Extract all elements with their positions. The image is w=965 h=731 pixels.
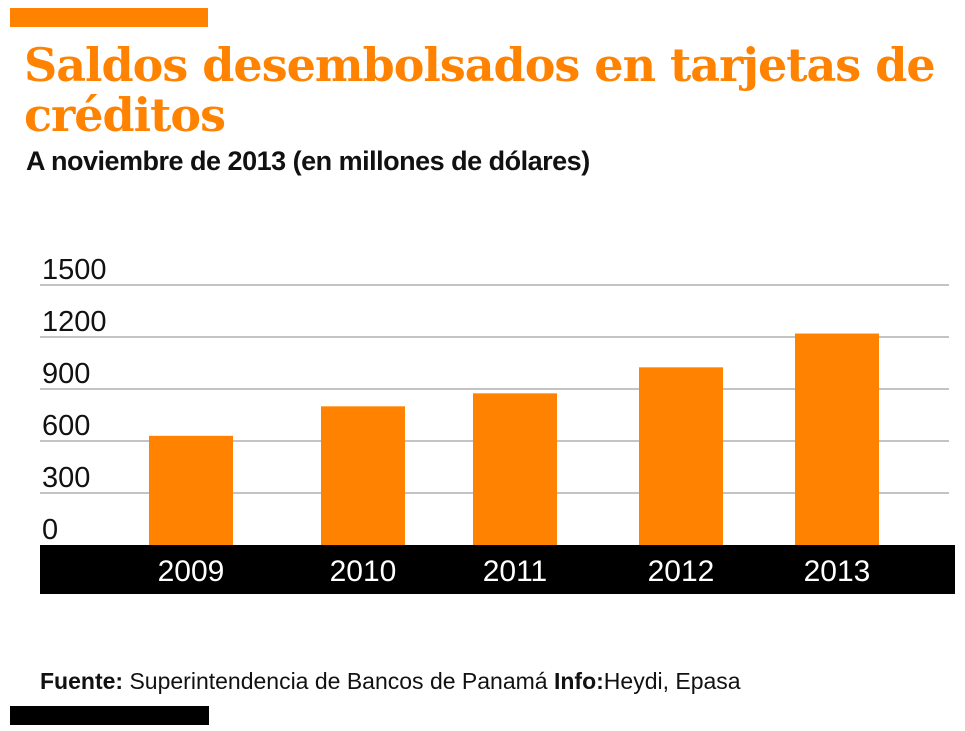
x-tick-label: 2012 [648,555,715,588]
x-tick-label: 2011 [483,555,548,588]
source-line: Fuente: Superintendencia de Bancos de Pa… [40,668,741,695]
y-tick-label: 900 [42,358,90,390]
source-label: Fuente: [40,668,124,694]
bar [321,406,405,545]
bar [795,333,879,545]
source-text: Superintendencia de Bancos de Panamá [129,668,548,694]
bar [473,393,557,545]
bar [639,367,723,545]
y-tick-label: 600 [42,410,90,442]
x-axis-band [40,545,955,594]
chart-title: Saldos desembolsados en tarjetas de créd… [24,38,936,142]
info-text: Heydi, Epasa [603,668,741,694]
bar [149,435,233,545]
x-tick-label: 2010 [330,555,397,588]
y-tick-label: 300 [42,462,90,494]
x-tick-label: 2013 [804,555,871,588]
y-tick-label: 1200 [42,306,107,338]
y-tick-label: 1500 [42,254,107,286]
chart-subtitle: A noviembre de 2013 (en millones de dóla… [26,146,590,176]
y-tick-label: 0 [42,514,58,546]
x-tick-label: 2009 [158,555,225,588]
bottom-accent-bar [10,706,209,725]
info-label: Info: [553,668,604,694]
top-accent-bar [10,8,208,27]
